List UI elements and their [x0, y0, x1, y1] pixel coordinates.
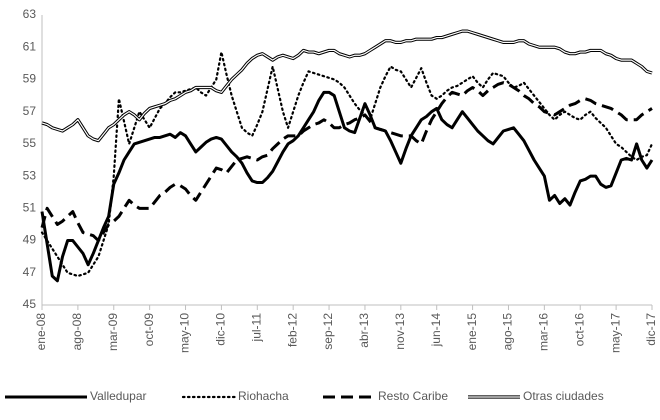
x-tick-label: may-17 — [608, 313, 622, 353]
x-tick-label: dic-17 — [644, 313, 658, 346]
legend-label: Riohacha — [238, 389, 289, 403]
x-tick-label: ene-15 — [465, 313, 479, 351]
x-tick-label: oct-16 — [572, 313, 586, 347]
x-tick-label: jul-11 — [249, 313, 263, 343]
y-tick-label: 53 — [23, 168, 37, 182]
y-tick-label: 51 — [23, 201, 37, 215]
x-tick-label: dic-10 — [214, 313, 228, 346]
y-tick-label: 45 — [23, 297, 37, 311]
x-tick-label: mar-09 — [106, 313, 120, 351]
legend-label: Resto Caribe — [378, 389, 448, 403]
y-tick-label: 55 — [23, 136, 37, 150]
x-tick-label: jun-14 — [429, 313, 443, 348]
x-tick-label: feb-12 — [285, 313, 299, 347]
x-tick-label: sep-12 — [321, 313, 335, 350]
y-tick-label: 57 — [23, 104, 37, 118]
y-tick-label: 49 — [23, 233, 37, 247]
x-tick-label: abr-13 — [357, 313, 371, 348]
x-tick-label: may-10 — [178, 313, 192, 353]
x-tick-label: oct-09 — [142, 313, 156, 347]
line-inner — [41, 30, 653, 142]
y-tick-label: 63 — [23, 7, 37, 21]
y-tick-label: 61 — [23, 39, 37, 53]
y-tick-label: 59 — [23, 72, 37, 86]
legend-label: Valledupar — [90, 389, 146, 403]
x-tick-label: ago-08 — [70, 313, 84, 351]
y-tick-label: 47 — [23, 265, 37, 279]
line — [40, 50, 654, 278]
x-tick-label: ago-15 — [501, 313, 515, 351]
x-tick-label: nov-13 — [393, 313, 407, 350]
line — [40, 81, 653, 243]
x-tick-label: mar-16 — [537, 313, 551, 351]
line — [40, 90, 654, 283]
legend-label: Otras ciudades — [523, 389, 604, 403]
x-tick-label: ene-08 — [34, 313, 48, 351]
